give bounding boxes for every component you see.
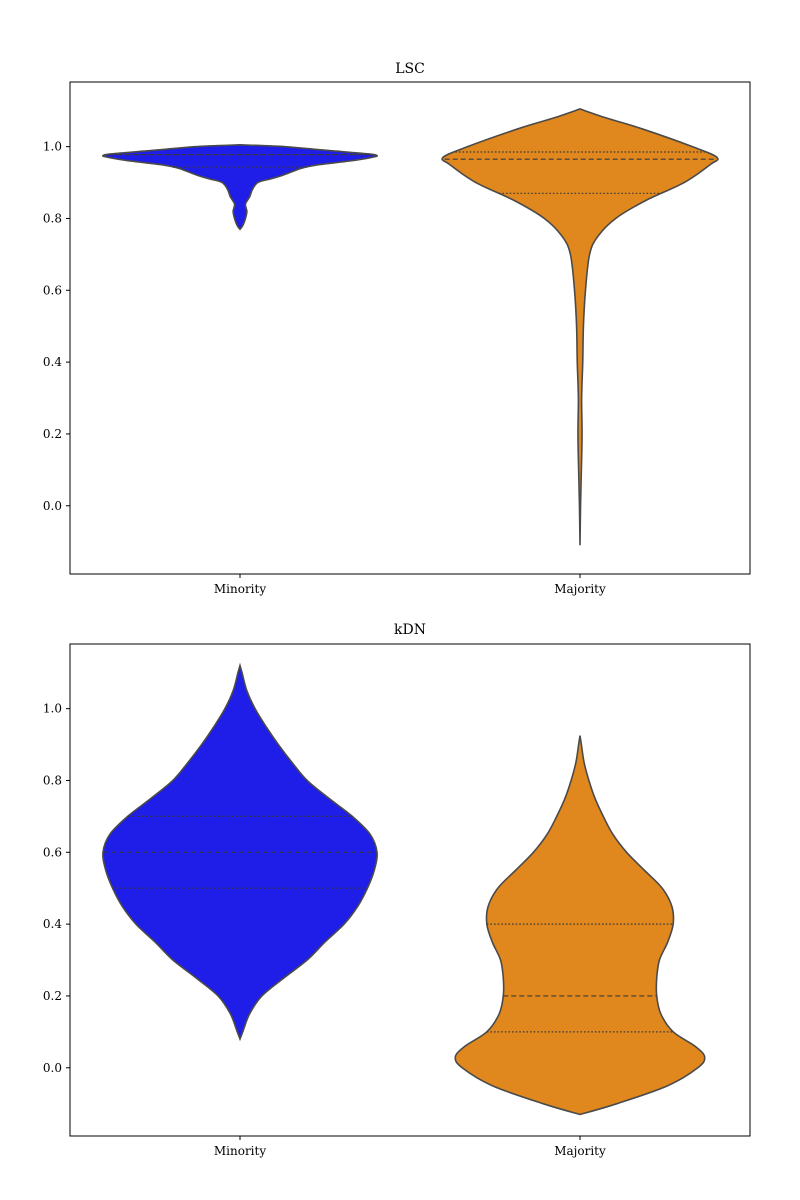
- kdn-panel: kDN 0.0 0.2 0.4 0.6 0.8 1.0 Minority Majority: [43, 622, 751, 1158]
- kdn-y-tick-label: 0.4: [43, 917, 62, 931]
- lsc-y-tick-label: 0.8: [43, 211, 62, 225]
- kdn-x-tick-label-minority: Minority: [214, 1144, 266, 1158]
- lsc-violins: [102, 108, 719, 546]
- lsc-x-tick-label-minority: Minority: [214, 582, 266, 596]
- lsc-y-tick-label: 0.0: [43, 499, 62, 513]
- kdn-violins: [102, 662, 706, 1116]
- kdn-y-tick-label: 0.0: [43, 1061, 62, 1075]
- kdn-y-tick-label: 1.0: [43, 702, 62, 716]
- lsc-axes-frame: [69, 81, 751, 575]
- kdn-x-tick-label-majority: Majority: [554, 1144, 606, 1158]
- kdn-axes-frame: [69, 643, 751, 1137]
- kdn-x-axis: Minority Majority: [214, 1136, 606, 1158]
- lsc-y-tick-label: 0.2: [43, 427, 62, 441]
- kdn-title: kDN: [394, 622, 426, 638]
- lsc-violin-majority: [441, 108, 719, 546]
- kdn-y-axis: 0.0 0.2 0.4 0.6 0.8 1.0: [43, 702, 70, 1075]
- lsc-x-axis: Minority Majority: [214, 574, 606, 596]
- kdn-y-tick-label: 0.2: [43, 989, 62, 1003]
- lsc-y-tick-label: 0.4: [43, 355, 62, 369]
- lsc-y-tick-label: 0.6: [43, 283, 62, 297]
- lsc-violin-minority: [102, 144, 378, 231]
- lsc-title: LSC: [395, 61, 425, 77]
- lsc-y-tick-label: 1.0: [43, 140, 62, 154]
- lsc-y-axis: 0.0 0.2 0.4 0.6 0.8 1.0: [43, 140, 70, 513]
- kdn-y-tick-label: 0.8: [43, 773, 62, 787]
- kdn-violin-majority: [454, 735, 706, 1116]
- lsc-panel: LSC 0.0 0.2 0.4 0.6 0.8 1.0 Minority Majority: [43, 61, 751, 596]
- kdn-y-tick-label: 0.6: [43, 845, 62, 859]
- lsc-x-tick-label-majority: Majority: [554, 582, 606, 596]
